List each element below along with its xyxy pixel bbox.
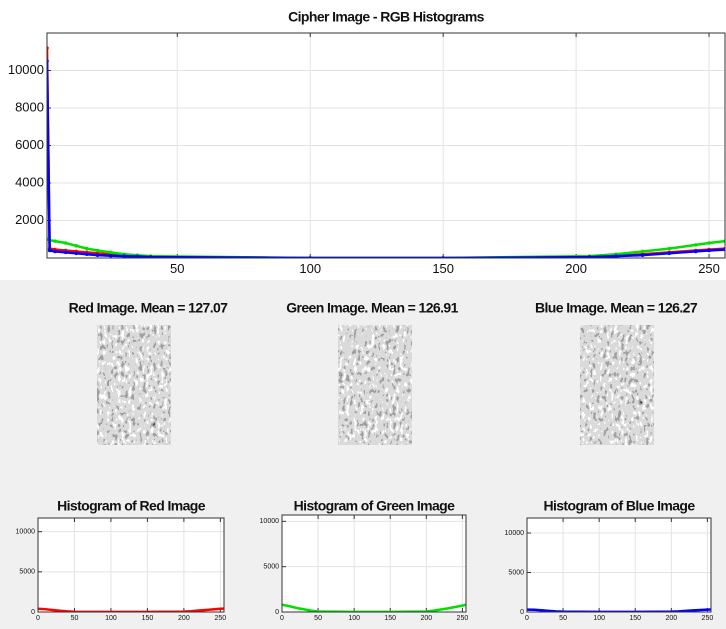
y-tick-label: 0 [31, 609, 35, 616]
x-tick-label: 100 [593, 615, 605, 622]
y-tick-label: 5000 [263, 564, 279, 571]
x-tick-label: 250 [702, 615, 714, 622]
chart-title: Histogram of Red Image [57, 498, 206, 514]
x-tick-label: 250 [457, 615, 469, 622]
image-title: Red Image. Mean = 127.07 [69, 300, 229, 316]
x-tick-label: 0 [525, 615, 529, 622]
chart-title: Histogram of Green Image [294, 498, 455, 514]
data-point [694, 250, 698, 254]
y-tick-label: 5000 [508, 569, 524, 576]
x-tick-label: 150 [432, 261, 454, 276]
image-title: Green Image. Mean = 126.91 [286, 300, 458, 316]
x-tick-label: 50 [559, 615, 567, 622]
data-point [109, 251, 113, 255]
x-tick-label: 100 [299, 261, 321, 276]
y-tick-label: 10000 [505, 530, 525, 537]
plot-area [282, 515, 466, 612]
data-point [122, 254, 126, 258]
chart-title: Cipher Image - RGB Histograms [288, 9, 485, 25]
cipher-image [338, 325, 412, 445]
x-tick-label: 200 [420, 615, 432, 622]
y-tick-label: 10000 [16, 529, 36, 536]
x-tick-label: 200 [665, 615, 677, 622]
data-point [85, 252, 89, 256]
data-point [64, 251, 68, 255]
x-tick-label: 50 [71, 615, 79, 622]
data-point [74, 252, 78, 256]
x-tick-label: 200 [178, 615, 190, 622]
screen: Red Image. Mean = 127.07 Green Image. Me… [0, 0, 726, 629]
image-title: Blue Image. Mean = 126.27 [535, 300, 698, 316]
x-tick-label: 0 [280, 615, 284, 622]
y-tick-label: 10000 [8, 62, 44, 77]
y-tick-label: 5000 [19, 569, 35, 576]
x-tick-label: 0 [36, 615, 40, 622]
y-tick-label: 0 [520, 609, 524, 616]
data-point [53, 239, 57, 243]
data-point [694, 243, 698, 247]
x-tick-label: 100 [105, 615, 117, 622]
data-point [707, 241, 711, 245]
chart-title: Histogram of Blue Image [543, 498, 695, 514]
data-point [48, 249, 52, 253]
data-point [667, 252, 671, 256]
x-tick-label: 50 [314, 615, 322, 622]
data-point [96, 253, 100, 257]
data-point [641, 250, 645, 254]
x-tick-label: 250 [698, 261, 720, 276]
x-tick-label: 250 [215, 615, 227, 622]
x-tick-label: 200 [565, 261, 587, 276]
data-point [85, 247, 89, 251]
data-point [74, 244, 78, 248]
x-tick-label: 100 [348, 615, 360, 622]
data-point [707, 249, 711, 253]
y-tick-label: 0 [275, 609, 279, 616]
plot-area [527, 518, 711, 612]
cipher-image [97, 325, 171, 445]
data-point [614, 254, 618, 258]
data-point [641, 253, 645, 257]
x-tick-label: 150 [629, 615, 641, 622]
data-point [96, 249, 100, 253]
x-tick-label: 150 [384, 615, 396, 622]
y-tick-label: 4000 [15, 174, 44, 189]
y-tick-label: 6000 [15, 137, 44, 152]
data-point [64, 241, 68, 245]
data-point [667, 247, 671, 251]
data-point [53, 250, 57, 254]
data-point [109, 254, 113, 258]
x-tick-label: 50 [170, 261, 184, 276]
y-tick-label: 2000 [15, 212, 44, 227]
y-tick-label: 10000 [260, 518, 280, 525]
cipher-image [580, 325, 654, 445]
x-tick-label: 150 [142, 615, 154, 622]
y-tick-label: 8000 [15, 99, 44, 114]
